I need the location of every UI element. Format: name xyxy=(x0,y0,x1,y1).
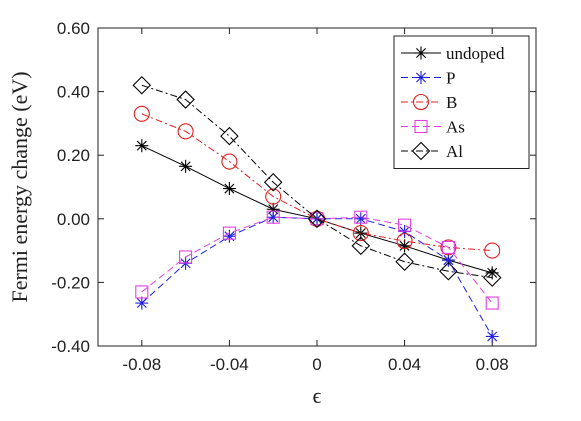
data-point-as xyxy=(222,226,236,240)
data-point-al xyxy=(307,209,327,229)
legend-item-as: As xyxy=(401,118,465,137)
series-al xyxy=(132,75,502,287)
legend-marker-b xyxy=(412,93,430,111)
x-tick-label: 0 xyxy=(312,355,321,374)
y-tick-label: -0.20 xyxy=(51,273,90,292)
series-line-p xyxy=(141,216,493,337)
data-point-undoped xyxy=(266,202,280,216)
data-point-al xyxy=(439,261,458,281)
data-point-p xyxy=(135,296,149,310)
legend-label-undoped: undoped xyxy=(446,44,505,63)
x-axis-label: ϵ xyxy=(313,383,322,408)
data-point-b xyxy=(396,233,413,250)
data-point-al xyxy=(132,75,152,95)
legend-label-al: Al xyxy=(446,142,463,161)
data-point-p xyxy=(485,329,499,343)
legend-marker-as xyxy=(414,119,428,134)
y-tick-label: 0.60 xyxy=(57,19,90,38)
series-as xyxy=(135,210,499,310)
data-point-b xyxy=(265,188,282,205)
data-point-al xyxy=(263,172,283,192)
legend: undoped PB As Al xyxy=(393,35,530,169)
legend-label-b: B xyxy=(446,93,457,112)
legend-marker-undoped xyxy=(414,46,428,60)
data-point-al xyxy=(176,90,195,109)
x-tick-label: 0.04 xyxy=(388,355,421,374)
data-point-undoped xyxy=(222,182,236,196)
data-point-undoped xyxy=(179,159,193,173)
series-layer xyxy=(132,75,502,343)
data-point-b xyxy=(484,242,501,259)
data-point-b xyxy=(352,225,369,242)
legend-item-b: B xyxy=(401,93,457,112)
y-tick-label: -0.40 xyxy=(51,337,90,356)
x-tick-label: -0.08 xyxy=(122,355,161,374)
series-line-al xyxy=(141,84,493,279)
legend-marker-al xyxy=(411,141,431,161)
data-point-undoped xyxy=(135,139,149,153)
x-tick-label: 0.08 xyxy=(476,355,509,374)
y-tick-label: 0.00 xyxy=(57,210,90,229)
data-point-as xyxy=(398,218,412,232)
data-point-al xyxy=(395,252,414,272)
data-point-al xyxy=(351,236,371,256)
data-point-as xyxy=(266,210,280,224)
legend-label-as: As xyxy=(446,118,465,137)
series-line-b xyxy=(141,113,493,252)
data-point-al xyxy=(220,126,239,146)
legend-item-undoped: undoped xyxy=(401,44,505,63)
data-point-as xyxy=(135,285,149,299)
series-b xyxy=(133,105,501,259)
data-point-b xyxy=(440,239,457,256)
legend-marker-p xyxy=(414,71,428,84)
y-axis-label: Fermi energy change (eV) xyxy=(7,71,32,302)
data-point-p xyxy=(441,253,455,267)
data-point-as xyxy=(179,250,193,264)
data-point-as xyxy=(441,240,455,254)
legend-label-p: P xyxy=(446,69,455,88)
legend-item-p: P xyxy=(401,69,455,88)
series-line-as xyxy=(141,216,493,304)
y-tick-label: 0.20 xyxy=(57,146,90,165)
data-point-as xyxy=(354,210,368,224)
data-point-p xyxy=(354,212,368,226)
data-point-b xyxy=(177,123,194,140)
y-tick-label: 0.40 xyxy=(57,83,90,102)
data-point-b xyxy=(221,153,238,170)
legend-item-al: Al xyxy=(401,141,463,161)
data-point-al xyxy=(482,268,502,287)
data-point-as xyxy=(310,212,324,226)
x-tick-label: -0.04 xyxy=(210,355,249,374)
data-point-as xyxy=(485,296,499,310)
series-p xyxy=(135,210,499,343)
axis-ticks: -0.08 -0.04 0 0.04 0.08 0.60 0.40 0.20 0.00 -0.20… xyxy=(51,19,536,374)
data-point-b xyxy=(133,105,150,122)
